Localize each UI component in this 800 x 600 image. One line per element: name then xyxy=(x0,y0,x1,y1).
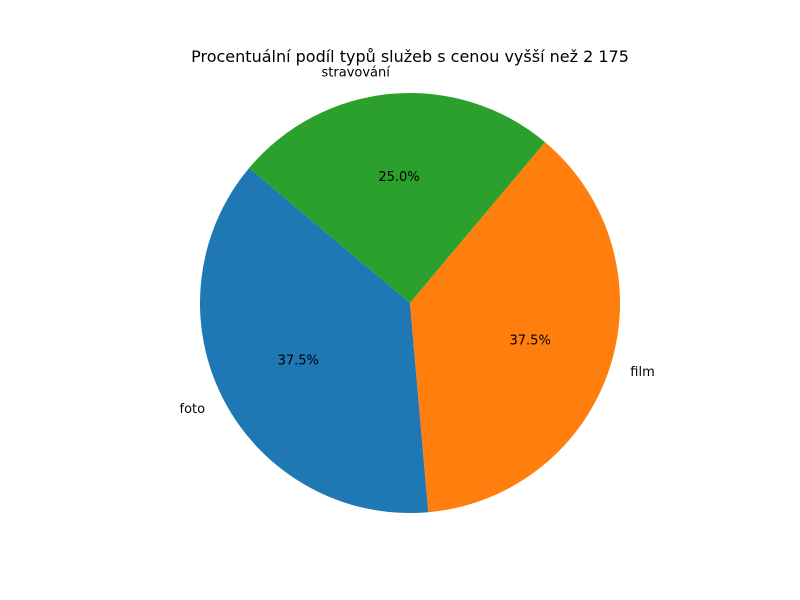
pie-category-label-film: film xyxy=(630,365,654,380)
pie-slice-film xyxy=(410,142,620,513)
chart-title: Procentuální podíl typů služeb s cenou v… xyxy=(191,47,629,66)
pie-percent-label-foto: 37.5% xyxy=(278,354,319,369)
pie-slice-foto xyxy=(199,168,429,514)
pie-percent-label-stravování: 25.0% xyxy=(378,170,419,185)
pie-category-label-foto: foto xyxy=(180,402,206,417)
pie-slice-stravování xyxy=(249,92,545,303)
pie-percent-label-film: 37.5% xyxy=(510,333,551,348)
pie-category-label-stravování: stravování xyxy=(322,65,391,80)
